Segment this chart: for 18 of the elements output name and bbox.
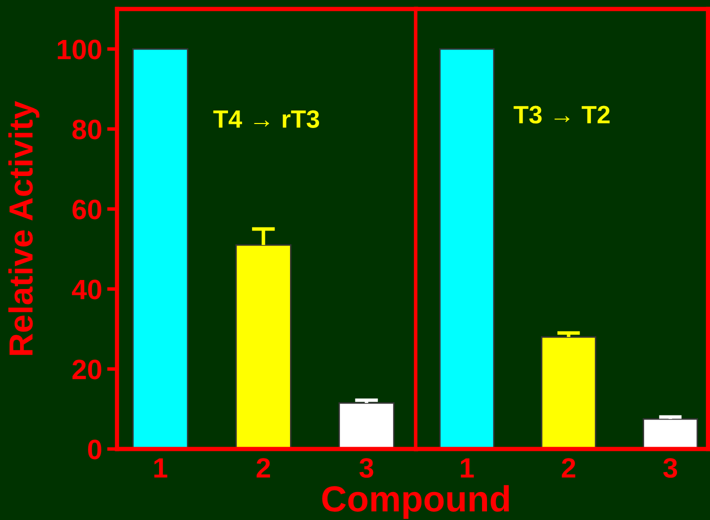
y-tick-label: 20 <box>72 360 102 380</box>
y-tick-label: 0 <box>88 440 102 460</box>
x-tick-label: 1 <box>154 458 168 478</box>
x-axis-title: Compound <box>322 485 509 519</box>
x-tick-label: 3 <box>663 458 678 478</box>
x-tick-label: 1 <box>460 458 474 478</box>
y-axis-title: Relative Activity <box>8 101 40 355</box>
annotation: T4 → rT3 <box>213 110 320 128</box>
y-tick-label: 80 <box>72 120 102 140</box>
y-tick-label: 100 <box>58 40 102 60</box>
y-tick-label: 60 <box>72 200 102 220</box>
annotation: T3 → T2 <box>514 106 610 124</box>
bar <box>338 402 395 449</box>
x-tick-label: 2 <box>256 458 270 478</box>
x-tick-label: 3 <box>359 458 374 478</box>
y-tick-label: 40 <box>72 280 102 300</box>
bar <box>132 48 188 449</box>
x-tick-label: 2 <box>562 458 576 478</box>
